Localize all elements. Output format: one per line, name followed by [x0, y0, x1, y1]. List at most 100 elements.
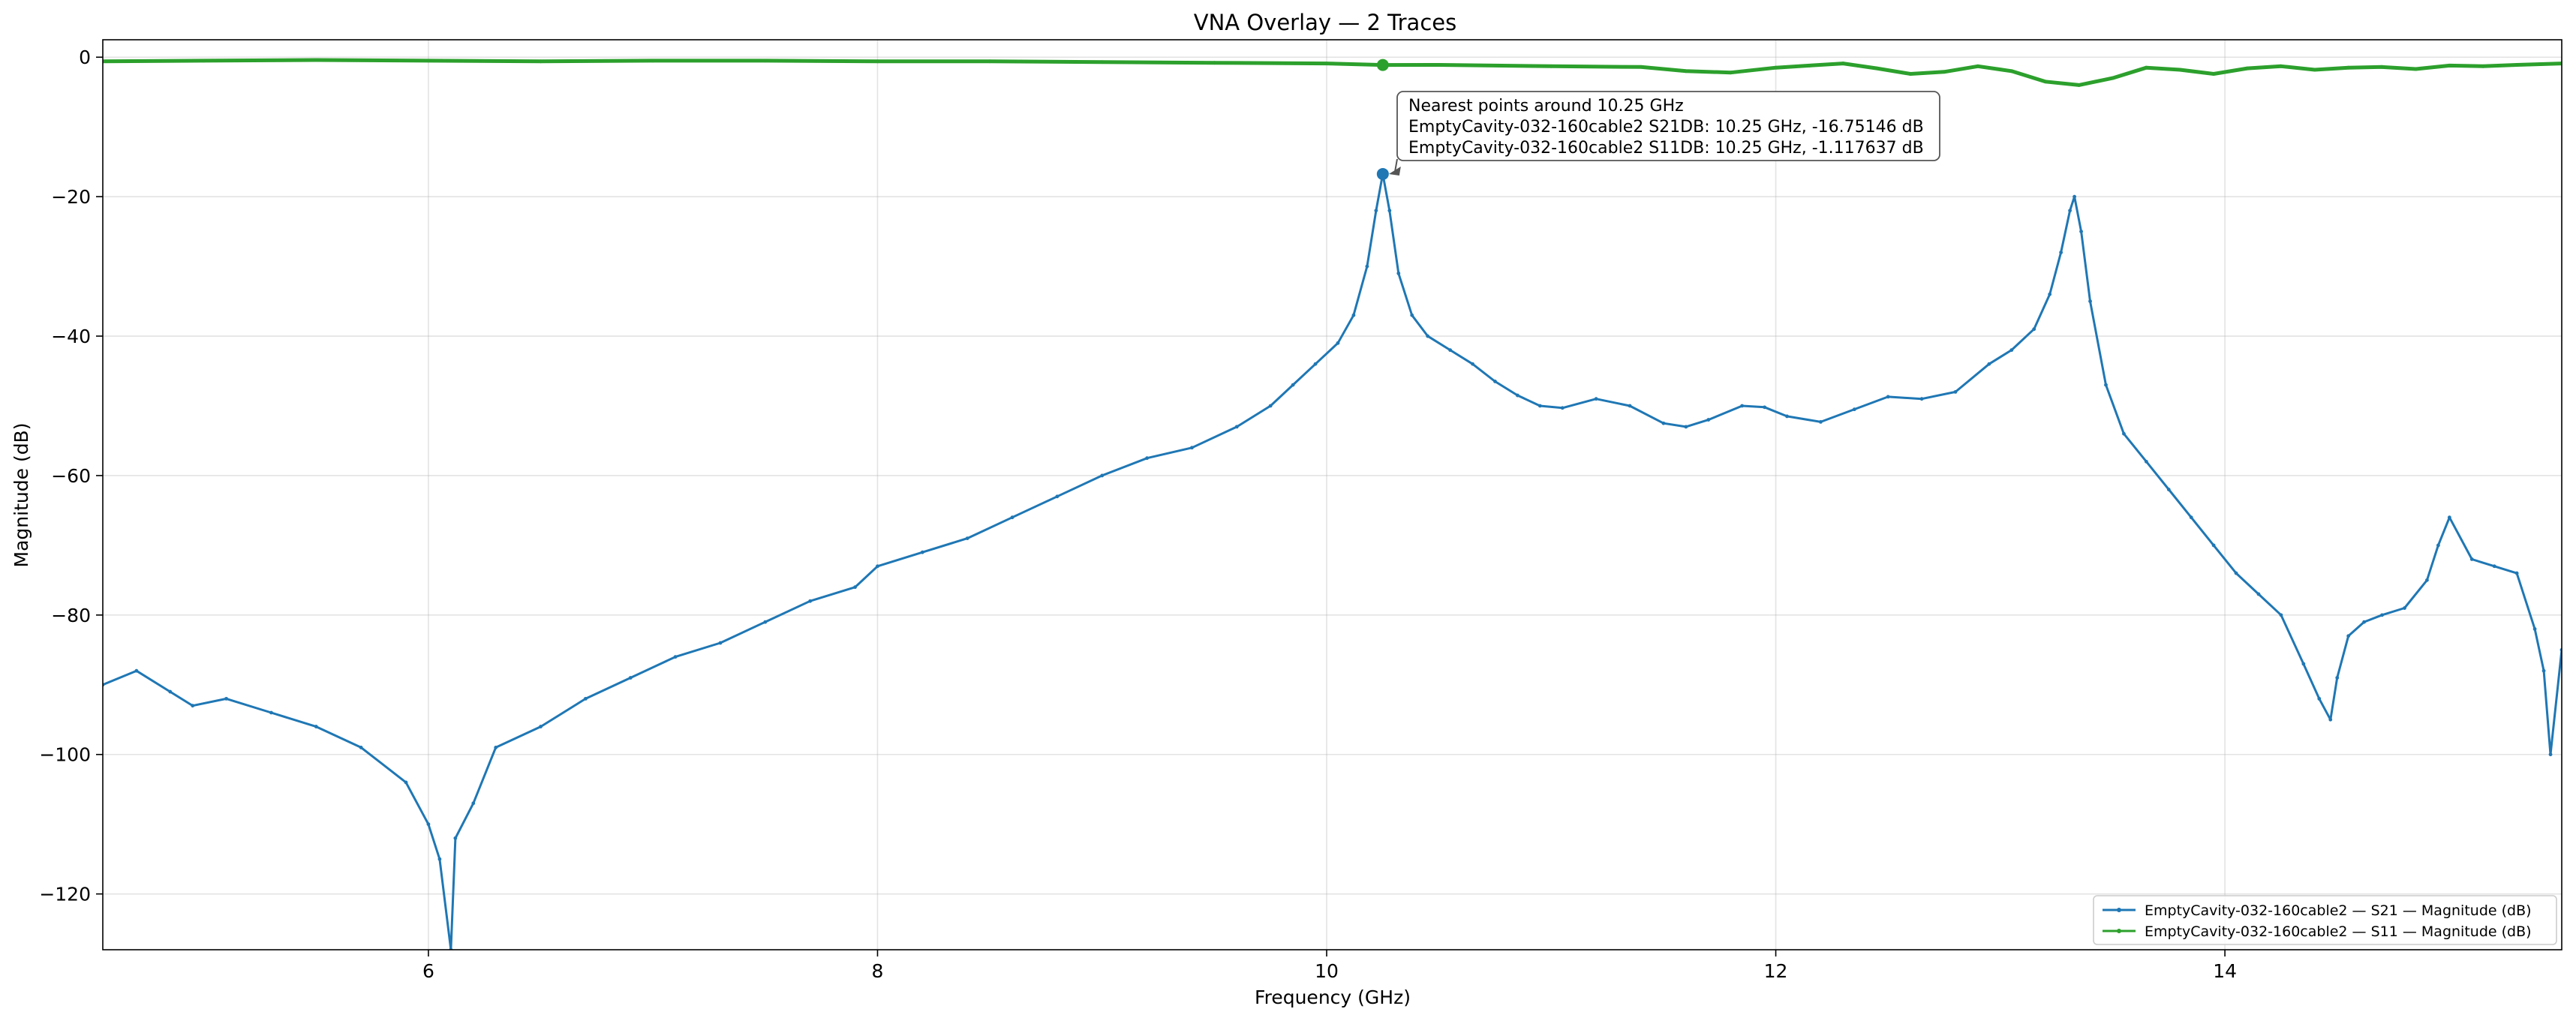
data-point	[2380, 65, 2384, 69]
data-point	[2301, 662, 2306, 666]
data-point	[920, 550, 924, 554]
data-point	[1661, 421, 1666, 425]
data-point	[1471, 362, 1474, 366]
data-point	[269, 710, 273, 715]
data-point	[1313, 362, 1318, 366]
data-point	[1594, 397, 1598, 401]
data-point	[2245, 66, 2250, 71]
data-point	[1684, 69, 1688, 74]
data-point	[134, 668, 139, 673]
data-point	[2088, 299, 2092, 303]
data-point	[2279, 64, 2283, 68]
data-point	[1852, 407, 1856, 412]
data-point	[1365, 264, 1369, 269]
nearest-point-marker	[1376, 167, 1389, 180]
data-point	[1628, 404, 1632, 408]
data-point	[2079, 230, 2083, 234]
data-point	[2048, 292, 2052, 296]
data-point	[1410, 313, 1414, 317]
legend: EmptyCavity-032-160cable2 — S21 — Magnit…	[2093, 895, 2557, 945]
data-point	[2447, 63, 2451, 68]
data-point	[2059, 251, 2064, 254]
data-point	[2346, 65, 2351, 70]
plot-series	[103, 58, 2562, 950]
data-point	[673, 655, 678, 659]
y-tick-label: −100	[39, 744, 91, 766]
grid	[103, 40, 2562, 950]
data-point	[2335, 676, 2340, 680]
legend-entry: EmptyCavity-032-160cable2 — S21 — Magnit…	[2145, 902, 2532, 919]
data-point	[1549, 64, 1553, 68]
data-point	[2481, 64, 2485, 68]
data-point	[2144, 65, 2148, 70]
data-point	[2403, 606, 2406, 610]
data-point	[2436, 543, 2440, 548]
data-point	[1976, 64, 1980, 68]
data-point	[1145, 456, 1150, 461]
data-point	[1374, 209, 1378, 213]
data-point	[2234, 571, 2238, 575]
data-point	[2043, 80, 2048, 84]
data-point	[2328, 717, 2333, 722]
data-point	[2362, 620, 2367, 624]
data-point	[1351, 313, 1356, 317]
data-point	[1515, 393, 1519, 398]
data-point	[1324, 62, 1329, 66]
legend-marker	[2117, 908, 2121, 912]
data-point	[1448, 348, 1453, 353]
data-point	[2541, 668, 2546, 673]
data-point	[224, 696, 228, 701]
data-point	[2178, 68, 2182, 72]
data-point	[1268, 404, 1273, 408]
data-point	[1190, 446, 1194, 450]
data-point	[1387, 209, 1392, 213]
chart-title: VNA Overlay — 2 Traces	[1194, 10, 1456, 35]
annotation-line: EmptyCavity-032-160cable2 S21DB: 10.25 G…	[1408, 118, 1924, 137]
data-point	[471, 801, 476, 806]
data-point	[1560, 406, 1565, 410]
x-tick-label: 12	[1764, 960, 1788, 982]
y-axis-label: Magnitude (dB)	[11, 423, 32, 568]
data-point	[1336, 341, 1340, 345]
data-point	[2492, 564, 2496, 569]
data-point	[1291, 383, 1295, 387]
data-point	[1774, 65, 1778, 70]
x-tick-label: 14	[2213, 960, 2237, 982]
data-point	[1886, 395, 1890, 399]
data-point	[453, 836, 458, 840]
data-point	[2256, 592, 2261, 596]
data-point	[1808, 63, 1811, 68]
annotation-line: Nearest points around 10.25 GHz	[1408, 97, 1684, 116]
data-point	[2548, 752, 2553, 757]
data-point	[1987, 362, 1991, 366]
data-point	[2104, 383, 2108, 387]
data-point	[2166, 488, 2171, 491]
nearest-point-marker	[1376, 59, 1389, 71]
y-tick-label: −60	[51, 465, 91, 487]
data-point	[437, 857, 442, 861]
data-point	[1740, 404, 1745, 408]
data-point	[2077, 83, 2081, 87]
data-point	[1396, 271, 1401, 275]
x-axis-label: Frequency (GHz)	[1255, 986, 1411, 1008]
data-point	[2009, 69, 2014, 74]
data-point	[314, 58, 318, 62]
data-point	[1729, 71, 1733, 75]
data-point	[1212, 61, 1216, 65]
annotation-box	[1396, 91, 1940, 161]
data-point	[2380, 613, 2384, 617]
data-point	[876, 564, 879, 569]
data-point	[2514, 63, 2519, 67]
x-tick-label: 6	[422, 960, 434, 982]
data-point	[1684, 425, 1688, 429]
y-tick-label: −20	[51, 186, 91, 208]
data-point	[987, 59, 992, 64]
data-point	[404, 780, 408, 785]
series-line-s11	[103, 58, 2562, 87]
data-point	[1919, 397, 1924, 401]
plot-frame	[102, 39, 2562, 950]
y-tick-label: 0	[79, 47, 91, 68]
data-point	[2346, 634, 2351, 638]
data-point	[2469, 557, 2474, 561]
